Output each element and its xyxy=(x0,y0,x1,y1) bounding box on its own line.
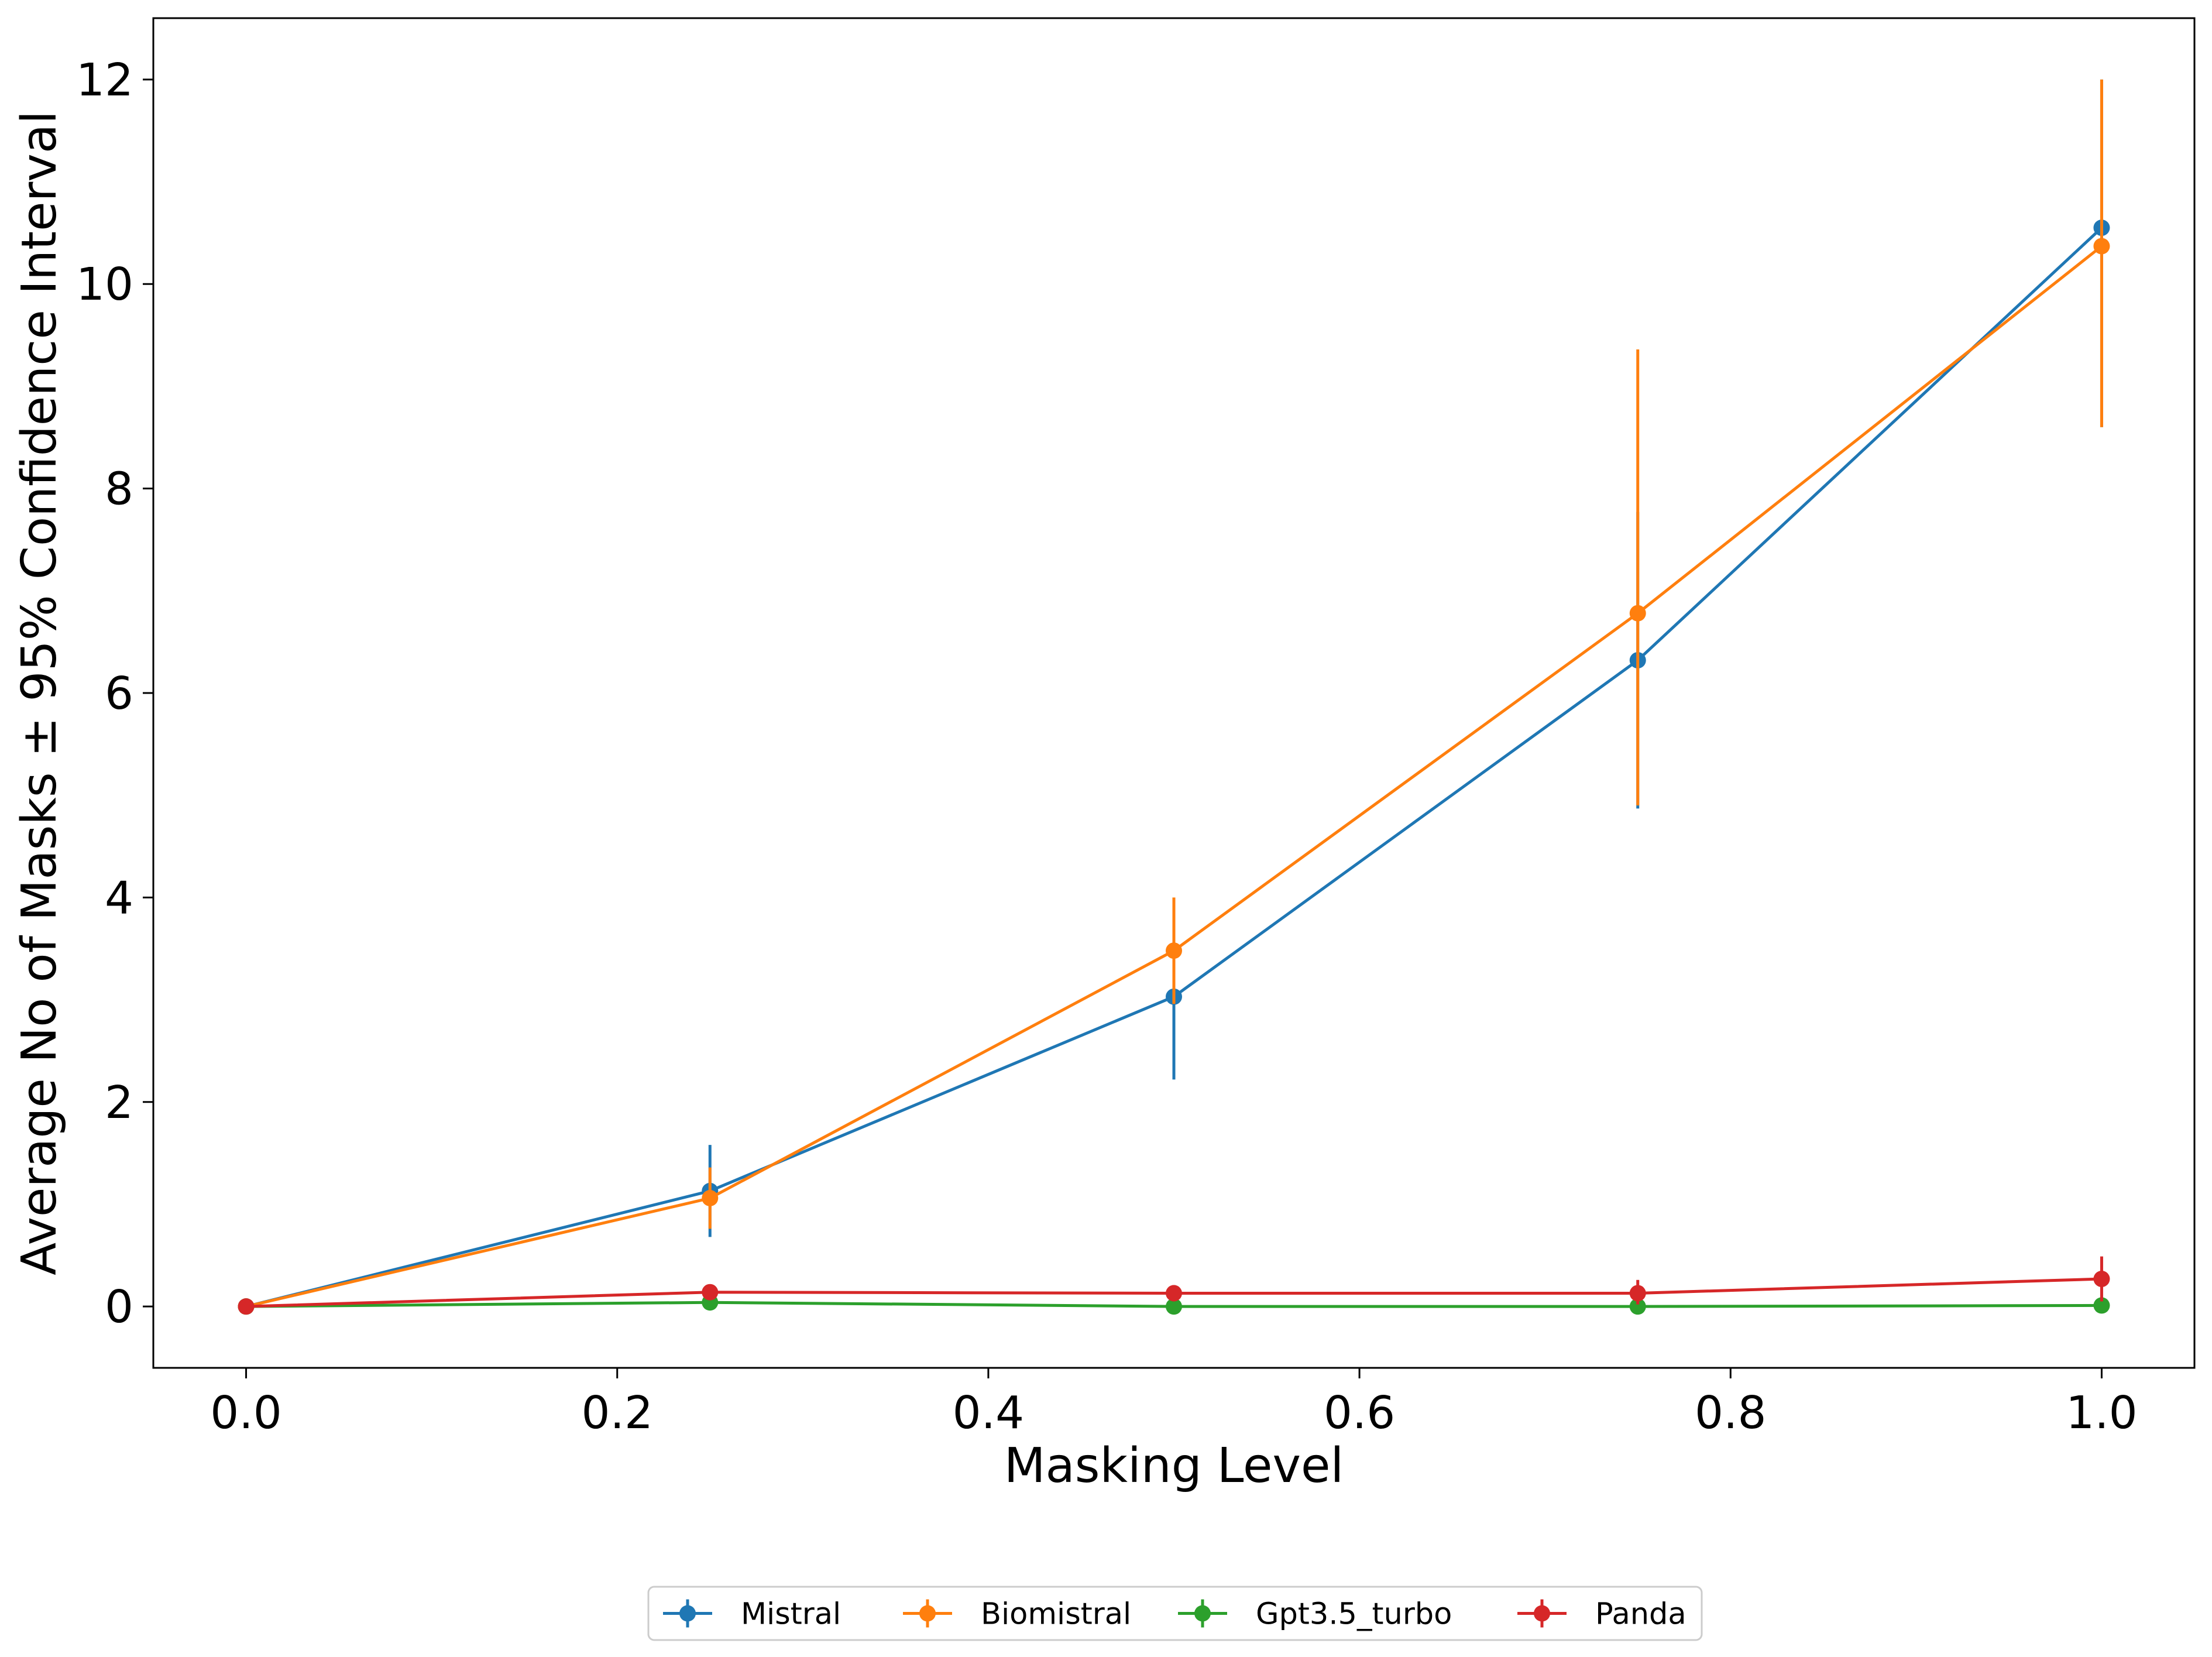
data-point xyxy=(1629,1285,1646,1302)
x-axis-title: Masking Level xyxy=(1004,1438,1344,1494)
data-point xyxy=(1166,1298,1182,1315)
data-point xyxy=(1629,1298,1646,1315)
series-layer xyxy=(238,79,2110,1315)
data-point xyxy=(2093,238,2110,255)
legend-marker xyxy=(1194,1605,1211,1622)
y-tick-label: 4 xyxy=(105,872,133,924)
x-tick-label: 1.0 xyxy=(2066,1387,2137,1439)
data-point xyxy=(2093,1271,2110,1288)
data-point xyxy=(1166,942,1182,959)
plot-frame xyxy=(152,17,2196,1369)
y-tick-label: 8 xyxy=(105,464,133,516)
legend-item-mistral: Mistral xyxy=(663,1597,841,1632)
legend-marker xyxy=(919,1605,936,1622)
data-point xyxy=(702,1190,719,1207)
data-point xyxy=(238,1298,255,1315)
x-tick-label: 0.6 xyxy=(1324,1387,1395,1439)
y-tick-label: 10 xyxy=(76,259,133,311)
x-axis: 0.0 0.2 0.4 0.6 0.8 1.0 xyxy=(210,1368,2138,1439)
legend-marker xyxy=(1534,1605,1550,1622)
x-tick-label: 0.4 xyxy=(953,1387,1024,1439)
series-panda xyxy=(238,1256,2110,1315)
legend: Mistral Biomistral Gpt3.5_turbo Panda xyxy=(647,1586,1703,1641)
y-tick-label: 0 xyxy=(105,1281,133,1333)
legend-item-panda: Panda xyxy=(1517,1597,1687,1632)
data-point xyxy=(2093,1297,2110,1314)
y-axis: 0 2 4 6 8 10 12 xyxy=(76,54,153,1333)
y-tick-label: 2 xyxy=(105,1077,133,1129)
series-biomistral xyxy=(238,79,2110,1315)
legend-label: Gpt3.5_turbo xyxy=(1256,1597,1452,1632)
data-point xyxy=(702,1284,719,1301)
legend-marker xyxy=(679,1605,696,1622)
x-tick-label: 0.8 xyxy=(1695,1387,1766,1439)
data-point xyxy=(1166,1285,1182,1302)
y-axis-title: Average No of Masks ± 95% Confidence Int… xyxy=(12,111,67,1275)
legend-label: Mistral xyxy=(741,1597,841,1632)
data-point xyxy=(1629,605,1646,622)
x-tick-label: 0.2 xyxy=(581,1387,652,1439)
y-tick-label: 6 xyxy=(105,668,133,720)
plot-background xyxy=(153,18,2194,1368)
legend-label: Biomistral xyxy=(981,1597,1131,1632)
x-tick-label: 0.0 xyxy=(210,1387,281,1439)
legend-item-gpt3-5-turbo: Gpt3.5_turbo xyxy=(1178,1597,1452,1632)
y-tick-label: 12 xyxy=(76,54,133,107)
legend-label: Panda xyxy=(1595,1597,1687,1632)
legend-box xyxy=(647,1586,1703,1641)
legend-item-biomistral: Biomistral xyxy=(903,1597,1131,1632)
